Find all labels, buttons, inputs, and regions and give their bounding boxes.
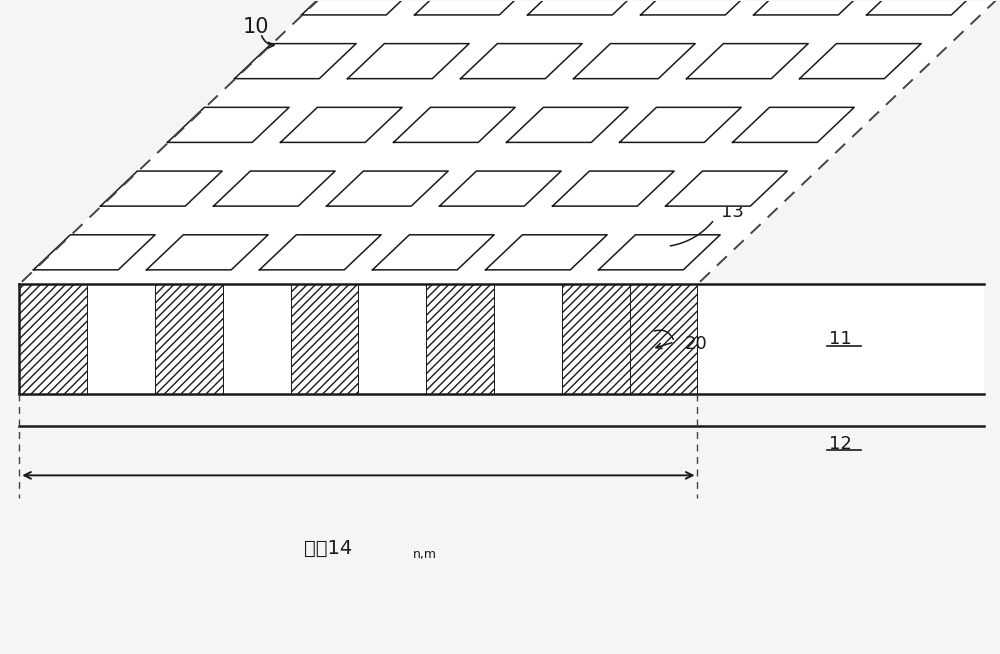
Polygon shape xyxy=(733,107,854,143)
Polygon shape xyxy=(415,0,536,15)
Polygon shape xyxy=(553,171,674,206)
Polygon shape xyxy=(687,44,808,78)
Polygon shape xyxy=(440,171,561,206)
Polygon shape xyxy=(599,235,720,270)
Bar xyxy=(562,284,630,394)
Polygon shape xyxy=(213,171,335,206)
Polygon shape xyxy=(100,171,222,206)
Polygon shape xyxy=(302,0,423,15)
Polygon shape xyxy=(641,0,762,15)
Polygon shape xyxy=(666,171,787,206)
Bar xyxy=(19,284,87,394)
Text: n,m: n,m xyxy=(413,547,437,560)
Bar xyxy=(291,284,358,394)
Polygon shape xyxy=(461,44,582,78)
Bar xyxy=(630,284,697,394)
Polygon shape xyxy=(19,0,1000,284)
Polygon shape xyxy=(33,235,155,270)
Polygon shape xyxy=(167,107,289,143)
Polygon shape xyxy=(260,235,381,270)
Bar xyxy=(426,284,494,394)
Polygon shape xyxy=(235,44,356,78)
Polygon shape xyxy=(528,0,649,15)
Polygon shape xyxy=(348,44,469,78)
Polygon shape xyxy=(867,0,988,15)
Polygon shape xyxy=(327,171,448,206)
Polygon shape xyxy=(373,235,494,270)
Polygon shape xyxy=(574,44,695,78)
Bar xyxy=(358,284,426,394)
Polygon shape xyxy=(146,235,268,270)
Polygon shape xyxy=(754,0,875,15)
Polygon shape xyxy=(507,107,628,143)
Polygon shape xyxy=(394,107,515,143)
Bar xyxy=(223,284,291,394)
Text: 20: 20 xyxy=(684,335,707,353)
Bar xyxy=(19,284,984,394)
Polygon shape xyxy=(281,107,402,143)
Text: 10: 10 xyxy=(243,17,269,37)
Bar xyxy=(87,284,155,394)
Polygon shape xyxy=(486,235,607,270)
Bar xyxy=(494,284,562,394)
Text: 11: 11 xyxy=(829,330,852,348)
Polygon shape xyxy=(620,107,741,143)
Text: 像素14: 像素14 xyxy=(304,538,353,558)
Text: 13: 13 xyxy=(721,203,744,222)
Text: 12: 12 xyxy=(829,434,852,453)
Polygon shape xyxy=(800,44,921,78)
Bar xyxy=(155,284,223,394)
